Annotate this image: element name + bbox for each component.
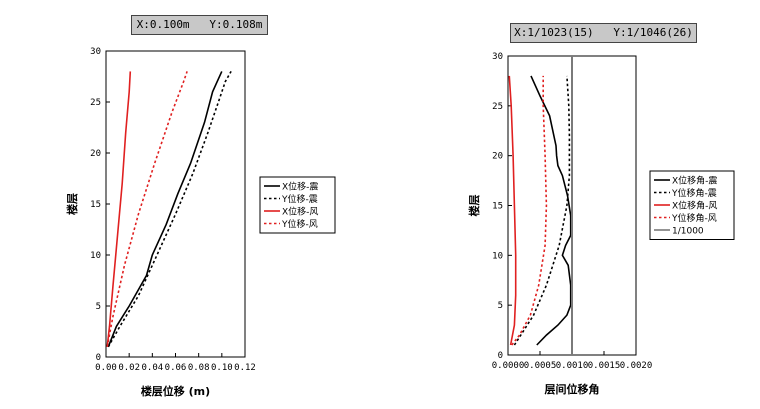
drift-summary: X:1/1023(15) Y:1/1046(26): [510, 23, 697, 43]
x-axis-label: 层间位移角: [544, 382, 600, 396]
y-tick-label: 5: [96, 302, 101, 312]
legend-label: Y位移-震: [281, 193, 318, 205]
legend-label: 1/1000: [672, 227, 704, 237]
series-line-4: [511, 75, 548, 346]
y-tick-label: 30: [492, 52, 503, 62]
y-tick-label: 15: [492, 202, 503, 212]
x-tick-label: 0.0020: [620, 361, 653, 371]
series-line-2: [513, 75, 571, 346]
legend-label: Y位移-风: [281, 218, 318, 230]
x-tick-label: 0.00: [95, 363, 117, 373]
x-tick-label: 0.0005: [524, 361, 557, 371]
y-tick-label: 10: [492, 251, 503, 261]
series-line-3: [106, 71, 132, 347]
x-tick-label: 0.0015: [588, 361, 621, 371]
series-line-1: [530, 75, 572, 346]
legend-label: X位移-震: [282, 181, 318, 193]
x-tick-label: 0.08: [188, 363, 210, 373]
legend-label: X位移-风: [282, 206, 318, 218]
series-line-4: [106, 71, 188, 347]
x-tick-label: 0.0000: [492, 361, 525, 371]
x-tick-label: 0.04: [141, 363, 163, 373]
y-tick-label: 25: [492, 102, 503, 112]
series-line-1: [107, 71, 223, 348]
legend-label: Y位移角-震: [671, 187, 717, 199]
x-tick-label: 0.12: [234, 363, 256, 373]
y-tick-label: 30: [90, 47, 101, 57]
series-line-2: [107, 71, 232, 348]
x-tick-label: 0.0010: [556, 361, 589, 371]
x-tick-label: 0.02: [118, 363, 140, 373]
y-tick-label: 20: [492, 152, 503, 162]
x-tick-label: 0.10: [211, 363, 233, 373]
displacement-summary: X:0.100m Y:0.108m: [131, 15, 268, 35]
y-tick-label: 10: [90, 251, 101, 261]
y-axis-label: 楼层: [65, 193, 79, 215]
y-tick-label: 0: [498, 351, 503, 361]
y-tick-label: 25: [90, 98, 101, 108]
legend-label: X位移角-风: [672, 200, 717, 212]
series-line-3: [508, 75, 517, 346]
y-tick-label: 15: [90, 200, 101, 210]
legend-label: X位移角-震: [672, 175, 717, 187]
x-tick-label: 0.06: [165, 363, 187, 373]
y-tick-label: 5: [498, 301, 503, 311]
x-axis-label: 楼层位移 (m): [141, 384, 210, 398]
legend-label: Y位移角-风: [671, 212, 717, 224]
y-axis-label: 楼层: [467, 195, 481, 217]
y-tick-label: 20: [90, 149, 101, 159]
y-tick-label: 0: [96, 353, 101, 363]
